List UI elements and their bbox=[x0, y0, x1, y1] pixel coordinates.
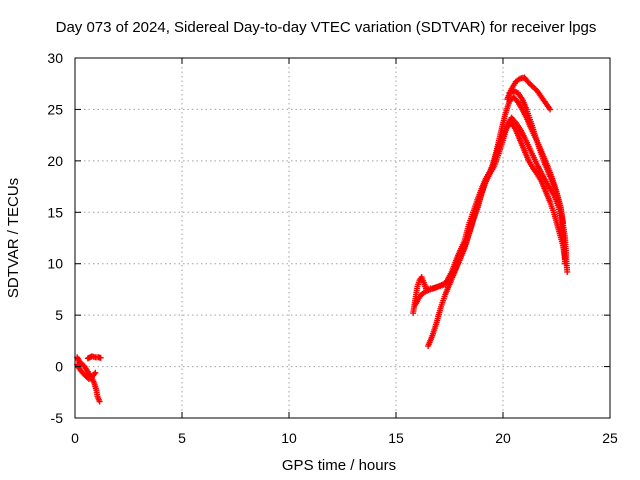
y-tick-label: 10 bbox=[47, 256, 63, 272]
series-pass-5 bbox=[506, 87, 566, 226]
series-early-cluster-b bbox=[74, 361, 99, 382]
x-tick-label: 15 bbox=[388, 430, 404, 446]
data-point bbox=[92, 369, 99, 376]
data-point bbox=[564, 268, 571, 275]
x-tick-label: 25 bbox=[602, 430, 618, 446]
data-point bbox=[97, 354, 104, 361]
y-tick-label: 0 bbox=[55, 359, 63, 375]
x-tick-label: 5 bbox=[178, 430, 186, 446]
y-tick-label: 30 bbox=[47, 50, 63, 66]
x-axis-label: GPS time / hours bbox=[282, 457, 396, 474]
data-marks bbox=[74, 74, 571, 405]
y-tick-label: 5 bbox=[55, 307, 63, 323]
y-tick-label: -5 bbox=[51, 410, 64, 426]
y-axis-label: SDTVAR / TECUs bbox=[5, 178, 22, 298]
data-point-fill bbox=[513, 97, 520, 104]
data-point bbox=[96, 398, 103, 405]
chart-title: Day 073 of 2024, Sidereal Day-to-day VTE… bbox=[56, 19, 597, 36]
data-point bbox=[559, 219, 566, 226]
plot-frame bbox=[74, 57, 611, 419]
series-early-cluster-c bbox=[84, 353, 104, 362]
y-tick-label: 15 bbox=[47, 204, 63, 220]
x-tick-label: 10 bbox=[281, 430, 297, 446]
data-point bbox=[547, 106, 554, 113]
y-tick-label: 25 bbox=[47, 101, 63, 117]
axis-ticks: 0 5 10 15 20 25 -5 0 5 10 15 20 25 30 bbox=[47, 50, 618, 446]
x-tick-label: 0 bbox=[71, 430, 79, 446]
x-tick-label: 20 bbox=[495, 430, 511, 446]
y-tick-label: 20 bbox=[47, 153, 63, 169]
